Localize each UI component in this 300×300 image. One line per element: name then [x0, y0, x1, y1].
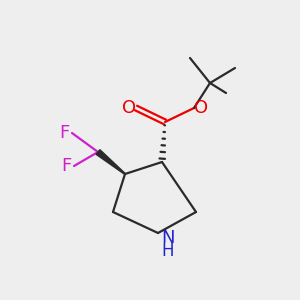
Text: F: F [61, 157, 71, 175]
Text: H: H [162, 242, 174, 260]
Text: O: O [194, 99, 208, 117]
Polygon shape [96, 150, 125, 174]
Text: N: N [161, 229, 175, 247]
Text: F: F [59, 124, 69, 142]
Text: O: O [122, 99, 136, 117]
